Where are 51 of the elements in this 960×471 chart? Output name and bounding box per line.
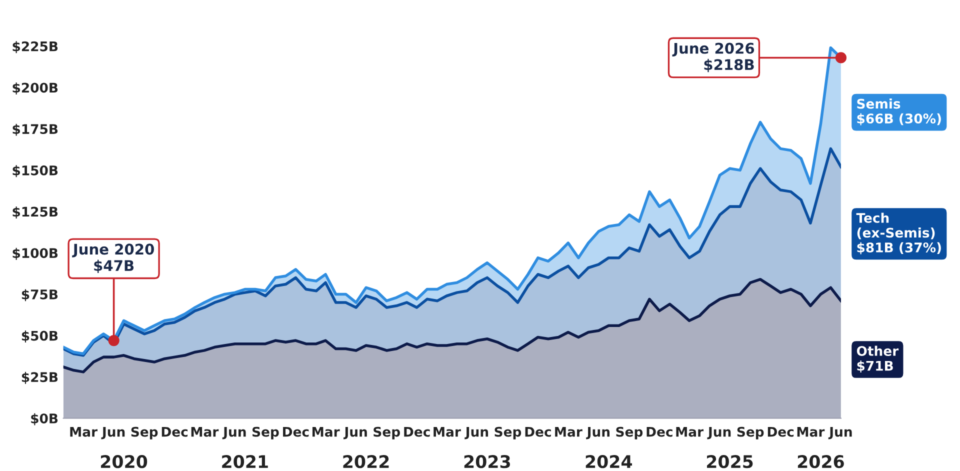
- series-label: Tech (ex-Semis): [856, 212, 935, 240]
- x-tick-label: Jun: [343, 426, 367, 440]
- x-tick-label: Jun: [101, 426, 125, 440]
- y-tick-label: $0B: [31, 413, 58, 426]
- text: $71B: [857, 360, 893, 373]
- x-tick-label: Mar: [434, 426, 461, 437]
- x-tick-label: Mar: [70, 426, 98, 437]
- y-tick-label: $200B: [12, 82, 58, 94]
- annotation: June 2020 $47B: [72, 244, 154, 273]
- x-tick-label: Dec: [162, 426, 188, 437]
- y-tick-label: $25B: [22, 372, 58, 384]
- y-tick-label: $75B: [22, 289, 58, 302]
- text: $81B (37%): [857, 242, 941, 254]
- x-tick-label: Sep: [252, 426, 279, 440]
- y-tick-label: $225B: [12, 41, 58, 54]
- annotation: June 2026 $218B: [672, 42, 754, 72]
- y-tick-label: $100B: [12, 248, 58, 260]
- text: $66B (30%): [857, 113, 941, 126]
- x-tick-label: Jun: [586, 426, 610, 440]
- y-tick-label: $175B: [12, 124, 58, 136]
- x2-tick-label: 2023: [464, 455, 510, 468]
- x-tick-label: Sep: [494, 426, 522, 440]
- x2-tick-label: 2025: [706, 455, 753, 468]
- x2-tick-label: 2020: [100, 455, 148, 468]
- y-tick-label: $125B: [12, 206, 58, 218]
- x-tick-label: Dec: [646, 426, 672, 437]
- x-tick-label: Dec: [525, 426, 551, 437]
- x-tick-label: Mar: [797, 426, 825, 437]
- x2-tick-label: 2021: [222, 455, 268, 468]
- x-tick-label: Sep: [616, 426, 643, 440]
- series-label: Other: [856, 346, 899, 356]
- series-label: Semis: [857, 98, 900, 109]
- x-tick-label: Sep: [131, 426, 158, 440]
- x-tick-label: Jun: [464, 426, 488, 440]
- x-tick-label: Sep: [737, 426, 764, 440]
- x-tick-label: Jun: [707, 426, 731, 440]
- y-tick-label: $50B: [22, 330, 58, 343]
- x2-tick-label: 2024: [586, 455, 632, 468]
- x-tick-label: Mar: [676, 426, 704, 437]
- x-tick-label: Mar: [191, 426, 219, 437]
- x-tick-label: Jun: [828, 426, 852, 440]
- x-tick-label: Mar: [312, 426, 340, 437]
- x-tick-label: Dec: [768, 426, 794, 437]
- x-tick-label: Dec: [283, 426, 309, 437]
- x2-tick-label: 2022: [343, 455, 389, 468]
- x-tick-label: Mar: [555, 426, 582, 437]
- y-tick-label: $150B: [12, 165, 58, 178]
- x-tick-label: Dec: [404, 426, 430, 437]
- x2-tick-label: 2026: [798, 455, 844, 468]
- x-tick-label: Jun: [222, 426, 246, 440]
- x-tick-label: Sep: [374, 426, 400, 440]
